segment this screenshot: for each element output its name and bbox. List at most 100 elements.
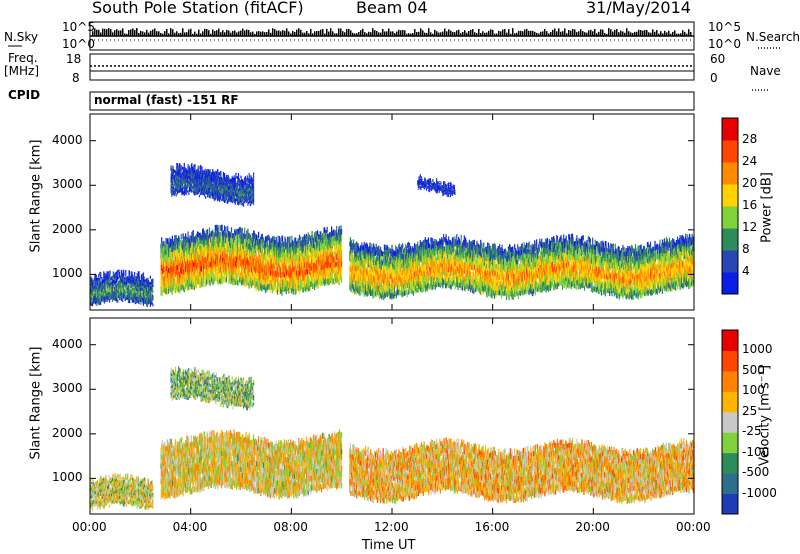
noise-bar	[446, 31, 448, 36]
noise-bar	[298, 28, 300, 36]
heatmap-cell	[101, 298, 103, 302]
heatmap-cell	[108, 283, 110, 287]
noise-bar	[610, 29, 612, 36]
heatmap-cell	[103, 282, 105, 286]
heatmap-cell	[370, 255, 372, 260]
heatmap-cell	[124, 291, 126, 294]
heatmap-cell	[106, 298, 108, 302]
heatmap-cell	[265, 253, 267, 259]
noise-bar	[314, 31, 316, 36]
heatmap-cell	[412, 276, 414, 282]
noise-bar	[384, 31, 386, 36]
heatmap-cell	[164, 271, 167, 278]
heatmap-cell	[112, 277, 114, 281]
noise-bar	[204, 28, 206, 36]
noise-bar	[664, 30, 666, 36]
heatmap-cell	[215, 253, 217, 259]
heatmap-cell	[103, 298, 105, 301]
heatmap-cell	[199, 244, 201, 250]
heatmap-cell	[383, 294, 385, 301]
heatmap-cell	[236, 235, 238, 241]
heatmap-cell	[254, 258, 256, 263]
heatmap-cell	[197, 237, 199, 243]
heatmap-cell	[95, 299, 97, 303]
heatmap-cell	[430, 263, 432, 269]
noise-bar	[106, 29, 108, 36]
heatmap-cell	[103, 271, 105, 275]
heatmap-cell	[300, 279, 302, 285]
noise-bar	[110, 29, 112, 36]
noise-bar	[604, 33, 606, 36]
heatmap-cell	[241, 233, 243, 239]
heatmap-cell	[165, 238, 167, 244]
heatmap-cell	[411, 278, 413, 284]
noise-bar	[624, 32, 626, 36]
heatmap-cell	[95, 298, 97, 302]
heatmap-cell	[95, 290, 97, 294]
heatmap-cell	[226, 237, 228, 243]
heatmap-cell	[219, 260, 221, 266]
heatmap-cell	[91, 303, 94, 307]
noise-bar	[632, 32, 634, 36]
noise-bar	[282, 30, 284, 36]
noise-bar	[374, 30, 376, 36]
heatmap-cell	[166, 255, 168, 262]
heatmap-cell	[97, 277, 99, 281]
noise-bar	[668, 30, 670, 36]
noise-bar	[640, 30, 642, 36]
noise-bar	[502, 29, 504, 36]
heatmap-cell	[307, 250, 309, 256]
heatmap-cell	[95, 279, 97, 283]
heatmap-cell	[108, 284, 111, 288]
noise-bars	[92, 28, 692, 36]
heatmap-cell	[341, 250, 343, 256]
noise-bar	[530, 30, 532, 36]
heatmap-cell	[168, 252, 170, 258]
heatmap-cell	[353, 239, 355, 245]
noise-bar	[260, 31, 262, 36]
heatmap-cell	[232, 247, 234, 253]
noise-bar	[342, 31, 344, 36]
heatmap-cell	[283, 248, 285, 254]
heatmap-cell	[286, 236, 289, 243]
heatmap-cell	[276, 272, 278, 278]
heatmap-cell	[146, 278, 148, 281]
noise-bar	[354, 33, 356, 36]
nsearch-label: N.Search	[746, 30, 800, 44]
noise-bar	[258, 31, 260, 36]
heatmap-cell	[263, 237, 265, 243]
heatmap-cell	[282, 271, 284, 277]
heatmap-cell	[117, 270, 119, 274]
heatmap-cell	[225, 276, 228, 283]
beam-label: Beam 04	[356, 0, 428, 17]
noise-bar	[324, 33, 326, 36]
heatmap-cell	[96, 292, 99, 295]
noise-bar	[642, 30, 644, 36]
heatmap-cell	[101, 293, 103, 296]
noise-bar	[488, 30, 490, 36]
heatmap-cell	[378, 294, 380, 300]
heatmap-cell	[407, 242, 409, 248]
heatmap-cell	[294, 264, 296, 270]
noise-bar	[442, 31, 444, 36]
heatmap-cell	[278, 286, 280, 292]
heatmap-cell	[225, 271, 228, 277]
heatmap-cell	[331, 226, 333, 232]
heatmap-cell	[100, 296, 102, 299]
noise-bar	[654, 31, 656, 36]
noise-bar	[148, 32, 150, 36]
heatmap-cell	[375, 243, 377, 250]
noise-bar	[492, 29, 494, 36]
heatmap-cell	[333, 279, 335, 285]
heatmap-cell	[124, 285, 126, 288]
heatmap-cell	[424, 264, 426, 271]
heatmap-cell	[163, 245, 165, 251]
heatmap-cell	[179, 261, 181, 267]
freq-tick-high: 18	[66, 52, 81, 66]
heatmap-cell	[427, 237, 430, 243]
noise-bar	[390, 31, 392, 36]
noise-bar	[350, 30, 352, 36]
heatmap-cell	[224, 227, 226, 233]
noise-bar	[138, 32, 140, 36]
noise-bar	[394, 33, 396, 36]
